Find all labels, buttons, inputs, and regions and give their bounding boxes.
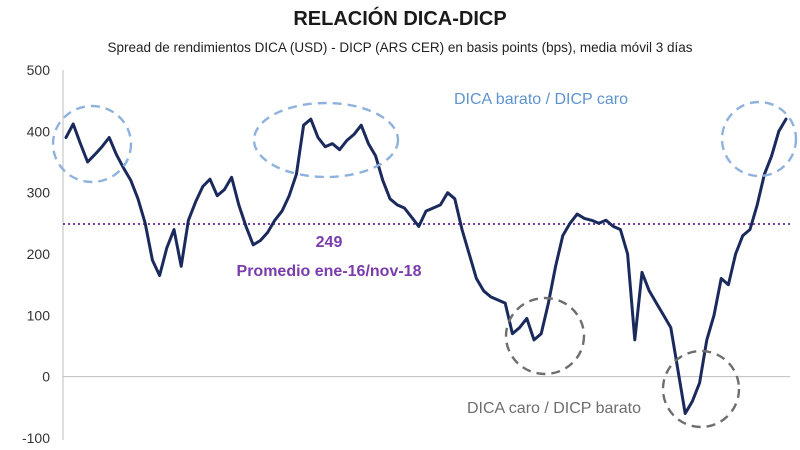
annotation-circle-gray (504, 296, 586, 376)
annotation-circle-blue (720, 100, 798, 178)
series-line-dica-dicp (64, 117, 788, 415)
y-tick-labels: -100 0 100 200 300 400 500 (22, 62, 50, 446)
y-tick-label: 200 (27, 246, 51, 262)
annotation-circle-blue (252, 101, 400, 179)
annotation-circle-blue (51, 104, 133, 184)
annotation-circle-gray (661, 349, 741, 429)
annotation-dica-barato: DICA barato / DICP caro (454, 91, 628, 108)
average-period-label: Promedio ene-16/nov-18 (237, 263, 422, 280)
average-value-label: 249 (316, 234, 343, 251)
annotation-dica-caro: DICA caro / DICP barato (467, 400, 641, 417)
chart-subtitle: Spread de rendimientos DICA (USD) - DICP… (107, 40, 693, 55)
y-tick-label: -100 (22, 430, 50, 446)
chart-title: RELACIÓN DICA-DICP (293, 8, 507, 30)
y-tick-label: 0 (42, 369, 50, 385)
y-tick-label: 100 (27, 307, 51, 323)
y-tick-label: 400 (27, 123, 51, 139)
y-tick-label: 300 (27, 185, 51, 201)
y-tick-label: 500 (27, 62, 51, 78)
